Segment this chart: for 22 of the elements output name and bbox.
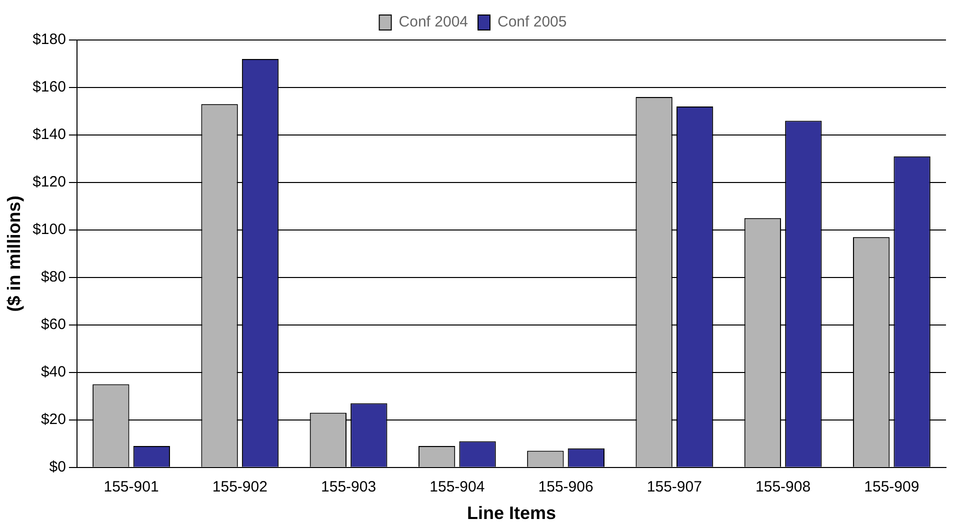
y-tick-label: $100	[32, 221, 66, 238]
x-axis-title: Line Items	[466, 503, 556, 524]
y-tick-label: $80	[40, 268, 66, 286]
y-tick-label: $140	[32, 126, 66, 144]
legend-label: Conf 2005	[498, 14, 567, 31]
x-tick-label: 155-904	[430, 478, 485, 496]
x-tick-label: 155-903	[321, 478, 376, 496]
x-tick-label: 155-908	[756, 478, 811, 496]
y-tick-label: $40	[40, 364, 66, 381]
y-tick-label: $120	[32, 174, 66, 191]
y-tick-label: $20	[40, 411, 66, 428]
y-tick-label: $0	[49, 458, 66, 476]
x-tick-label: 155-906	[538, 478, 594, 496]
legend-label: Conf 2004	[398, 14, 468, 31]
x-tick-label: 155-907	[646, 478, 702, 496]
y-axis-title: ($ in millions)	[4, 196, 24, 312]
y-tick-label: $180	[32, 31, 66, 48]
x-tick-label: 155-901	[104, 478, 159, 496]
y-tick-label: $60	[40, 316, 66, 334]
x-tick-label: 155-909	[864, 478, 920, 496]
y-tick-label: $160	[32, 78, 66, 96]
x-tick-label: 155-902	[212, 478, 268, 496]
